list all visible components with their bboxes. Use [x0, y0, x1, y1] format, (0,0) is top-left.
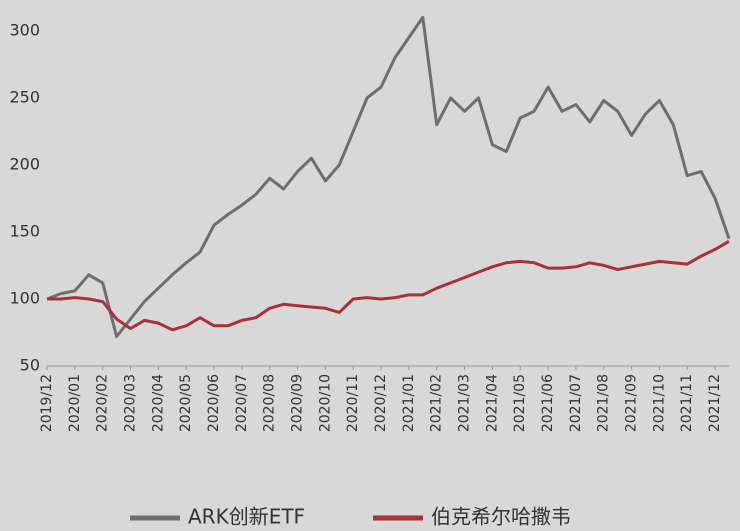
- x-tick-label: 2021/11: [679, 374, 695, 432]
- x-tick-label: 2020/10: [317, 374, 333, 432]
- legend-label: 伯克希尔哈撒韦: [431, 505, 571, 529]
- y-tick-label: 250: [9, 87, 40, 106]
- x-tick-label: 2021/09: [624, 374, 640, 432]
- x-tick-label: 2020/11: [345, 374, 361, 432]
- x-tick-label: 2021/01: [401, 374, 417, 432]
- x-tick-label: 2019/12: [39, 374, 55, 432]
- x-tick-label: 2020/06: [206, 374, 222, 432]
- x-tick-label: 2020/02: [95, 374, 111, 432]
- x-tick-label: 2021/06: [540, 374, 556, 432]
- x-tick-label: 2021/05: [512, 374, 528, 432]
- x-tick-label: 2020/07: [234, 374, 250, 432]
- x-tick-label: 2021/07: [568, 374, 584, 432]
- y-tick-label: 300: [9, 20, 40, 39]
- series-line: [47, 240, 730, 332]
- x-tick-label: 2020/12: [373, 374, 389, 432]
- y-tick-label: 100: [9, 288, 40, 307]
- x-tick-label: 2021/03: [457, 374, 473, 432]
- x-tick-label: 2021/08: [596, 374, 612, 432]
- x-tick-label: 2021/12: [707, 374, 723, 432]
- y-tick-label: 150: [9, 221, 40, 240]
- x-tick-label: 2020/01: [67, 374, 83, 432]
- x-tick-label: 2021/10: [651, 374, 667, 432]
- x-tick-label: 2020/04: [150, 374, 166, 432]
- y-tick-label: 50: [20, 356, 40, 375]
- x-tick-label: 2020/03: [123, 374, 139, 432]
- series-line: [46, 15, 731, 338]
- y-tick-label: 200: [9, 154, 40, 173]
- x-tick-label: 2020/09: [290, 374, 306, 432]
- x-tick-label: 2021/04: [484, 374, 500, 432]
- legend-label: ARK创新ETF: [188, 505, 305, 529]
- x-tick-label: 2021/02: [429, 374, 445, 432]
- x-tick-label: 2020/08: [262, 374, 278, 432]
- x-tick-label: 2020/05: [178, 374, 194, 432]
